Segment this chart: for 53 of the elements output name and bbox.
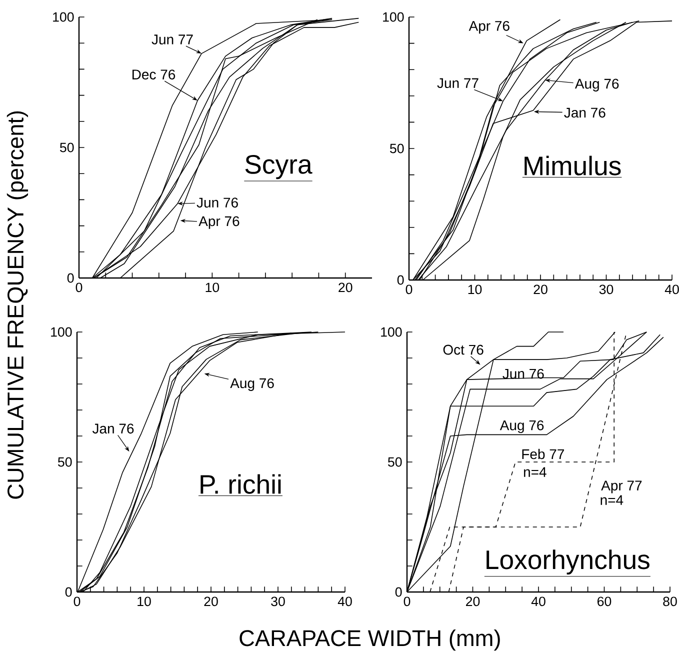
annotation: Oct 76 (443, 344, 484, 355)
y-axis-title: CUMULATIVE FREQUENCY (percent) (6, 111, 28, 499)
y-tick-label: 0 (65, 587, 72, 597)
y-tick-label: 50 (390, 144, 404, 154)
x-tick-label: 40 (531, 596, 546, 606)
annotation: Jun 77 (437, 78, 478, 88)
annotation: Dec 76 (132, 70, 176, 80)
x-tick-label: 30 (271, 596, 285, 606)
x-tick-label: 60 (598, 596, 612, 606)
annotation: Aug 76 (574, 78, 619, 92)
annotation: Jun 76 (196, 198, 238, 208)
x-tick-label: 10 (206, 282, 220, 292)
y-tick-label: 0 (67, 273, 74, 283)
annotation: Jan 76 (564, 108, 606, 118)
x-tick-label: 0 (404, 596, 410, 606)
y-tick-label: 0 (395, 587, 402, 597)
y-tick-label: 0 (397, 275, 404, 285)
x-tick-label: 40 (664, 284, 679, 294)
x-tick-label: 20 (534, 284, 548, 294)
x-tick-label: 20 (204, 596, 218, 606)
y-tick-label: 100 (383, 12, 404, 22)
annotation: Jun 76 (502, 368, 544, 379)
x-axis-title: CARAPACE WIDTH (mm) (240, 630, 500, 651)
annotation: Jan 76 (92, 424, 134, 434)
annotation: Feb 77 (522, 448, 564, 460)
annotation: Apr 76 (198, 216, 240, 229)
y-tick-label: 100 (381, 327, 402, 337)
y-tick-label: 50 (58, 457, 72, 467)
text: Scyra (245, 154, 312, 180)
x-tick-label: 10 (138, 596, 151, 606)
annotation: Apr 77 (601, 480, 642, 494)
x-tick-label: 30 (599, 284, 614, 294)
y-tick-label: 50 (388, 457, 402, 467)
annotation: Apr 76 (468, 20, 510, 34)
y-tick-label: 50 (60, 142, 74, 152)
annotation: Jun 77 (152, 34, 193, 44)
y-tick-label: 100 (51, 327, 72, 337)
text: Loxorhynchus (486, 550, 650, 574)
x-tick-label: 80 (663, 596, 677, 606)
annotation: n=4 (524, 467, 546, 477)
y-tick-label: 100 (53, 12, 74, 22)
annotation: Aug 76 (230, 378, 274, 391)
x-tick-label: 20 (338, 282, 352, 292)
annotation: n=4 (600, 495, 624, 505)
x-tick-label: 10 (468, 284, 482, 294)
annotation: Aug 76 (500, 420, 544, 434)
text: Mimulus (524, 156, 621, 176)
x-tick-label: 20 (466, 596, 480, 606)
x-tick-label: 40 (338, 596, 352, 606)
x-tick-label: 0 (76, 282, 82, 292)
x-tick-label: 0 (74, 596, 80, 606)
x-tick-label: 0 (406, 284, 412, 294)
text: P. richii (200, 474, 281, 494)
